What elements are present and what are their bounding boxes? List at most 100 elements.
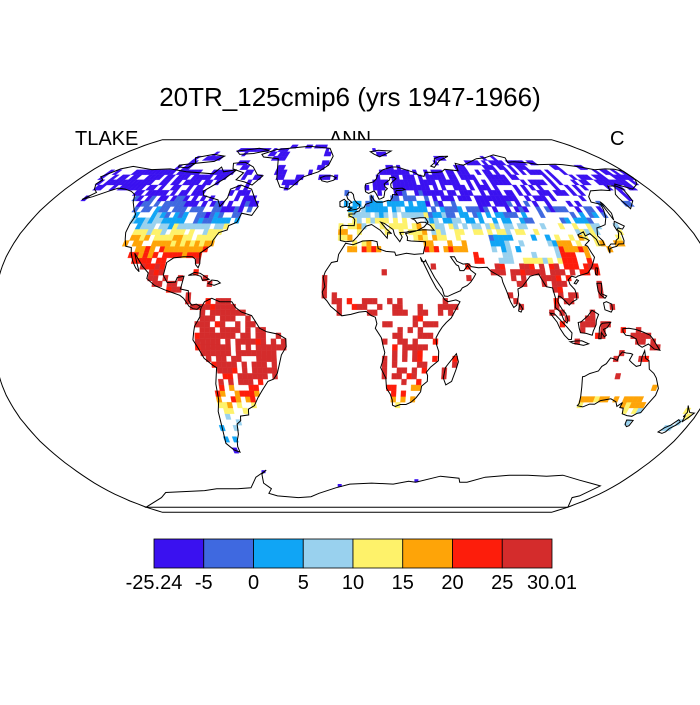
temperature-cell [215, 344, 221, 351]
temperature-cell [215, 350, 222, 357]
temperature-cell [557, 223, 566, 230]
temperature-cell [371, 298, 378, 305]
temperature-cell [271, 367, 278, 374]
temperature-cell [209, 338, 216, 345]
temperature-cell [461, 223, 469, 230]
temperature-cell [539, 223, 547, 230]
temperature-cell [462, 211, 470, 218]
temperature-cell [397, 303, 403, 310]
coastline-south-america [192, 297, 287, 453]
temperature-cell [531, 200, 540, 207]
temperature-cell [224, 327, 231, 334]
temperature-cell [410, 195, 417, 202]
temperature-cell [255, 174, 263, 180]
temperature-cell [609, 169, 622, 175]
temperature-cell [220, 355, 227, 362]
temperature-cell [374, 211, 380, 218]
temperature-cell [553, 234, 562, 241]
temperature-cell [437, 309, 444, 316]
coastline-cuba [188, 271, 211, 281]
temperature-cell [472, 251, 480, 259]
temperature-cell [590, 315, 596, 322]
temperature-cell [226, 367, 233, 374]
temperature-cell [411, 367, 418, 374]
temperature-cell [255, 332, 261, 339]
coastline-tasmania [624, 419, 635, 428]
temperature-cell [249, 390, 256, 397]
temperature-cell [497, 160, 507, 166]
temperature-cell [560, 190, 570, 196]
temperature-cell [392, 217, 399, 224]
temperature-cell [256, 367, 263, 374]
temperature-cell [473, 257, 480, 264]
temperature-cell [244, 390, 251, 397]
temperature-cell [372, 309, 378, 316]
temperature-cell [199, 338, 206, 345]
temperature-cell [250, 195, 258, 202]
coastline-sulawesi [598, 321, 612, 340]
temperature-cell [103, 169, 116, 175]
temperature-cell [511, 184, 521, 191]
temperature-cell [447, 303, 454, 310]
temperature-cell [376, 184, 382, 191]
temperature-cell [421, 361, 428, 368]
temperature-cell [205, 350, 212, 357]
temperature-cell [241, 361, 248, 368]
temperature-cell [557, 286, 564, 293]
temperature-cell [346, 298, 353, 305]
temperature-cell [331, 292, 338, 299]
temperature-cell [361, 298, 368, 305]
temperature-cell [412, 344, 418, 351]
temperature-cell [260, 338, 267, 345]
temperature-cell [417, 315, 424, 322]
temperature-cell [412, 355, 418, 362]
coastline-novaya-zemlya [429, 155, 449, 168]
coastline-sri-lanka [518, 302, 524, 313]
temperature-cell [480, 179, 489, 186]
temperature-cell [469, 217, 476, 224]
temperature-cell [382, 321, 388, 328]
coastline-java [568, 340, 591, 346]
temperature-cell [191, 200, 200, 207]
temperature-cell [532, 228, 541, 235]
temperature-cell [205, 303, 211, 310]
temperature-cell [152, 275, 159, 282]
temperature-cell [569, 269, 576, 276]
temperature-cell [569, 179, 580, 186]
temperature-cell [499, 263, 506, 270]
temperature-cell [519, 179, 529, 186]
temperature-cell [255, 350, 262, 357]
coastline-hainan [573, 278, 580, 285]
temperature-cell [563, 298, 570, 305]
temperature-cell [108, 174, 120, 180]
temperature-cell [260, 332, 266, 339]
temperature-cell [466, 190, 474, 196]
temperature-cell [199, 327, 206, 334]
temperature-cell [235, 344, 242, 351]
temperature-cell [422, 344, 428, 351]
temperature-cell [491, 217, 499, 224]
temperature-cell [361, 246, 367, 253]
coastline-iceland [319, 175, 338, 183]
temperature-cell [392, 350, 398, 357]
temperature-cell [536, 169, 546, 175]
temperature-cell [247, 373, 254, 380]
temperature-cell [505, 164, 516, 170]
temperature-cell [163, 211, 172, 218]
coastline-hokkaido [613, 220, 626, 232]
temperature-cell [251, 367, 258, 374]
temperature-cell [416, 378, 422, 386]
temperature-cell [204, 327, 211, 334]
temperature-cell [230, 315, 236, 322]
temperature-cell [409, 396, 416, 403]
coastlines [81, 145, 696, 508]
temperature-cell [508, 257, 515, 264]
temperature-cell [229, 327, 236, 334]
temperature-cell [224, 315, 231, 322]
temperature-cell [396, 373, 402, 380]
temperature-cell [391, 384, 397, 391]
temperature-cell [460, 184, 468, 191]
temperature-cell [520, 275, 527, 282]
temperature-cell [397, 327, 403, 334]
temperature-cell [585, 217, 595, 224]
